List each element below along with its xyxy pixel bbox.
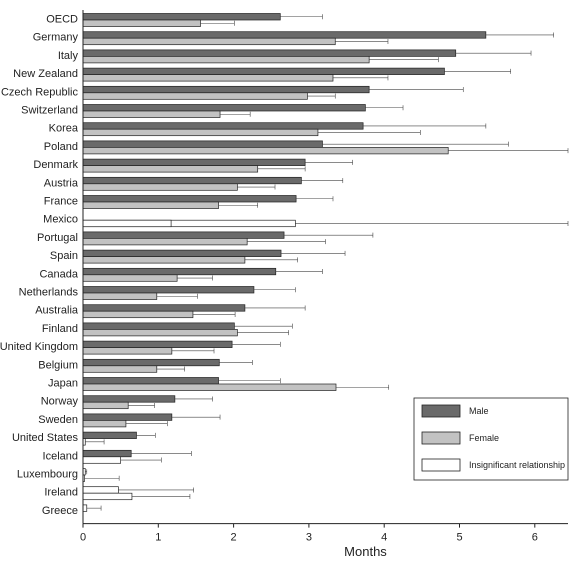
female-bar (82, 274, 178, 282)
male-bar (82, 449, 132, 458)
female-bar (82, 292, 158, 300)
category-label: Norway (41, 396, 79, 408)
female-bar (82, 401, 129, 410)
x-axis-label: Months (344, 544, 387, 559)
insignificant-male-bar (82, 219, 172, 228)
male-bar (82, 195, 297, 203)
category-label: OECD (46, 14, 78, 26)
x-tick-label: 0 (80, 532, 86, 544)
male-bar (82, 231, 285, 239)
male-bar (82, 304, 246, 312)
male-bar (82, 85, 370, 94)
legend-label-male: Male (469, 406, 489, 416)
legend-label-female: Female (469, 433, 499, 443)
category-label: Czech Republic (1, 86, 79, 98)
x-tick-label: 3 (306, 532, 312, 544)
male-bar (82, 267, 277, 276)
female-bar (82, 310, 194, 319)
male-bar (82, 140, 323, 148)
legend-swatch-insignificant (421, 458, 461, 472)
female-bar (82, 74, 334, 82)
x-tick-label: 1 (155, 532, 161, 544)
female-bar (82, 256, 246, 264)
male-bar (82, 377, 219, 385)
category-label: Iceland (43, 450, 78, 462)
male-bar (82, 13, 281, 21)
male-bar (82, 358, 220, 367)
male-bar (82, 67, 445, 75)
category-label: New Zealand (13, 68, 78, 80)
female-bar (82, 383, 337, 391)
category-label: Canada (39, 268, 78, 280)
category-label: Japan (48, 378, 78, 390)
female-bar (82, 110, 221, 118)
male-bar (82, 122, 364, 130)
insignificant-female-bar (82, 492, 133, 501)
category-label: Belgium (38, 359, 78, 371)
female-bar (82, 347, 173, 355)
male-bar (82, 431, 137, 439)
category-label: Sweden (38, 414, 78, 426)
male-bar (82, 413, 173, 421)
category-label: Germany (33, 32, 79, 44)
female-bar (82, 37, 336, 46)
category-label: Switzerland (21, 105, 78, 117)
female-bar (82, 147, 449, 155)
male-bar (82, 31, 487, 39)
female-bar (82, 201, 219, 209)
female-bar (82, 128, 319, 137)
category-labels: OECD Germany Italy New Zealand Czech Republi… (0, 14, 79, 517)
category-label: Ireland (44, 487, 78, 499)
female-bar (82, 19, 201, 27)
category-label: Poland (44, 141, 78, 153)
insignificant-male-bar (82, 486, 119, 494)
female-bar (82, 365, 158, 373)
male-bar (82, 158, 306, 166)
male-bar (82, 249, 282, 257)
category-label: Portugal (37, 232, 78, 244)
error-bars-layer (84, 14, 569, 511)
female-bar (82, 183, 238, 191)
insignificant-male-bar (82, 504, 88, 512)
male-bar (82, 176, 302, 185)
category-label: United Kingdom (0, 341, 78, 353)
x-axis-ticks: 0 1 2 3 4 5 6 (80, 523, 538, 544)
male-bar (82, 322, 235, 330)
legend-label-insignificant: Insignificant relationship (469, 460, 565, 470)
legend-swatch-male (421, 404, 461, 418)
female-bar (82, 238, 248, 246)
female-bar (82, 165, 259, 173)
male-bar (82, 104, 366, 112)
category-label: Netherlands (19, 287, 79, 299)
category-label: Finland (42, 323, 78, 335)
category-label: Spain (50, 250, 78, 262)
female-bar (82, 56, 370, 64)
male-bar (82, 340, 233, 348)
category-label: Australia (35, 305, 79, 317)
legend: Male Female Insignificant relationship (413, 397, 569, 481)
bars-layer (82, 13, 487, 512)
category-label: Austria (44, 177, 79, 189)
female-bar (82, 329, 238, 337)
x-tick-label: 4 (381, 532, 387, 544)
legend-swatch-female (421, 431, 461, 445)
category-label: Denmark (33, 159, 78, 171)
x-tick-label: 2 (231, 532, 237, 544)
category-label: Mexico (43, 214, 78, 226)
female-bar (82, 420, 127, 428)
x-tick-label: 5 (456, 532, 462, 544)
female-bar (82, 92, 308, 100)
male-bar (82, 49, 457, 57)
x-tick-label: 6 (532, 532, 538, 544)
category-label: United States (12, 432, 79, 444)
category-label: Italy (58, 50, 79, 62)
insignificant-female-bar (82, 456, 122, 464)
male-bar (82, 286, 255, 294)
category-label: Greece (42, 505, 78, 517)
male-bar (82, 395, 176, 403)
category-label: Korea (49, 123, 79, 135)
category-label: France (44, 196, 78, 208)
category-label: Luxembourg (17, 469, 78, 481)
